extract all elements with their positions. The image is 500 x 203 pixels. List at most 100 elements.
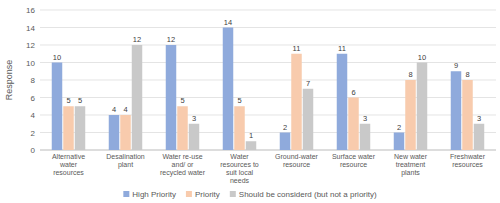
- data-label: 10: [418, 53, 426, 62]
- bar: [280, 133, 291, 151]
- y-tick-label: 12: [26, 41, 35, 50]
- x-tick-label: Water re-useand/ orrecycled water: [160, 153, 206, 177]
- x-tick-label-line: resources: [452, 161, 483, 168]
- bar: [223, 28, 234, 151]
- bar: [360, 124, 371, 150]
- data-label: 5: [180, 96, 184, 105]
- x-tick-label-line: recycled water: [160, 169, 206, 177]
- bar: [451, 71, 462, 150]
- grid-line: [40, 115, 496, 116]
- x-tick-label-line: needs: [230, 177, 250, 184]
- data-label: 5: [78, 96, 82, 105]
- data-label: 12: [167, 35, 175, 44]
- bar: [189, 124, 200, 150]
- bar: [109, 115, 120, 150]
- bar: [246, 141, 257, 150]
- grid-line: [40, 150, 496, 151]
- data-label: 7: [306, 79, 310, 88]
- grid-line: [40, 132, 496, 133]
- data-label: 3: [363, 114, 367, 123]
- y-tick-label: 10: [26, 59, 35, 68]
- x-tick-label-line: Freshwater: [450, 153, 486, 160]
- y-axis-label: Response: [4, 60, 14, 101]
- y-tick-label: 14: [26, 24, 35, 33]
- bars: [52, 28, 485, 151]
- x-tick-label-line: plants: [401, 169, 420, 177]
- legend-label: High Priority: [132, 190, 176, 199]
- x-tick-label: Desalinationplant: [106, 153, 145, 169]
- grid-line: [40, 97, 496, 98]
- legend-swatch: [123, 191, 129, 197]
- y-tick-label: 6: [31, 94, 36, 103]
- bar: [337, 54, 348, 150]
- bar: [120, 115, 131, 150]
- bar: [474, 124, 485, 150]
- x-tick-label-line: treatment: [396, 161, 426, 168]
- data-label: 8: [465, 70, 469, 79]
- data-label: 4: [123, 105, 127, 114]
- x-tick-label: Alternativewaterresources: [52, 153, 85, 176]
- x-tick-label: Surface waterresource: [332, 153, 376, 168]
- y-tick-label: 0: [31, 146, 36, 155]
- x-tick-label: Ground-waterresource: [275, 153, 318, 168]
- data-label: 1: [249, 131, 253, 140]
- y-tick-label: 8: [31, 76, 36, 85]
- x-tick-label: Freshwaterresources: [450, 153, 486, 168]
- x-tick-label-line: resources: [53, 169, 84, 176]
- legend-swatch: [230, 191, 236, 197]
- x-tick-label-line: resources to: [220, 161, 259, 168]
- legend-label: Priority: [195, 190, 220, 199]
- data-label: 6: [351, 88, 355, 97]
- legend: High Priority Priority Should be considerd…: [123, 190, 377, 199]
- bar: [234, 106, 245, 150]
- data-label: 5: [237, 96, 241, 105]
- x-tick-label: Waterresources tosuit localneeds: [220, 153, 259, 184]
- data-label: 14: [224, 18, 232, 27]
- bar: [177, 106, 188, 150]
- data-label: 5: [66, 96, 70, 105]
- x-tick-label-line: Ground-water: [275, 153, 318, 160]
- y-tick-label: 16: [26, 6, 35, 15]
- x-tick-label-line: Water re-use: [162, 153, 202, 160]
- bar: [132, 45, 143, 150]
- x-tick-label-line: Water: [230, 153, 249, 160]
- x-axis-line: [40, 150, 496, 151]
- y-tick-label: 2: [31, 129, 36, 138]
- bar: [417, 63, 428, 151]
- x-tick-label-line: Desalination: [106, 153, 145, 160]
- data-label: 8: [408, 70, 412, 79]
- grid-line: [40, 10, 496, 11]
- data-label: 2: [283, 123, 287, 132]
- data-label: 4: [112, 105, 116, 114]
- bar: [394, 133, 405, 151]
- data-label: 3: [192, 114, 196, 123]
- x-tick-label-line: resource: [340, 161, 367, 168]
- data-label: 3: [477, 114, 481, 123]
- x-tick-label-line: and/ or: [172, 161, 194, 168]
- x-tick-label-line: New water: [394, 153, 428, 160]
- bar: [63, 106, 74, 150]
- x-tick-label-line: plant: [118, 161, 133, 169]
- bar: [75, 106, 86, 150]
- x-tick-label-line: suit local: [226, 169, 254, 176]
- legend-swatch: [186, 191, 192, 197]
- x-tick-label: New watertreatmentplants: [394, 153, 428, 177]
- data-label: 12: [133, 35, 141, 44]
- grid-line: [40, 62, 496, 63]
- bar: [303, 89, 314, 150]
- x-tick-label-line: Surface water: [332, 153, 376, 160]
- bar: [52, 63, 63, 151]
- y-tick-label: 4: [31, 111, 36, 120]
- bar: [348, 98, 359, 151]
- bar: [291, 54, 302, 150]
- legend-label: Should be considerd (but not a priority): [239, 190, 377, 199]
- data-label: 11: [293, 44, 301, 53]
- bar: [405, 80, 416, 150]
- data-label: 9: [454, 61, 458, 70]
- x-tick-label-line: Alternative: [52, 153, 85, 160]
- grid-line: [40, 45, 496, 46]
- data-label: 10: [53, 53, 61, 62]
- bar: [462, 80, 473, 150]
- x-tick-label-line: resource: [283, 161, 310, 168]
- chart: 0246810121416Response1041214211295455116…: [0, 0, 500, 203]
